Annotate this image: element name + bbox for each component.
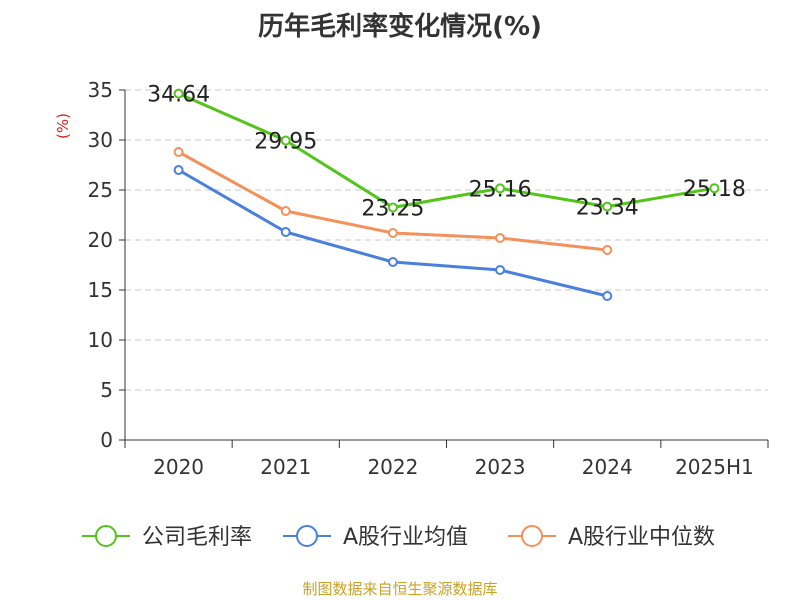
x-tick-label: 2021 [260, 455, 311, 479]
y-tick-label: 25 [88, 178, 113, 202]
legend-label: 公司毛利率 [142, 525, 252, 550]
chart-title: 历年毛利率变化情况(%) [258, 12, 542, 42]
data-point [387, 257, 398, 267]
data-label: 23.34 [576, 196, 639, 221]
legend-marker [95, 525, 117, 547]
data-point [387, 202, 398, 213]
data-point [602, 245, 613, 255]
data-point [495, 183, 506, 194]
data-point [495, 233, 506, 243]
data-point [387, 228, 398, 238]
data-label: 25.16 [469, 177, 532, 202]
y-axis-label: (%) [54, 113, 72, 139]
y-tick-label: 5 [100, 378, 113, 402]
x-tick-label: 2023 [475, 455, 526, 479]
x-tick-label: 2022 [367, 455, 418, 479]
legend: 公司毛利率 A股行业均值 A股行业中位数 [82, 525, 715, 550]
legend-label: A股行业中位数 [568, 525, 715, 550]
source-note: 制图数据来自恒生聚源数据库 [302, 580, 498, 598]
legend-marker [521, 525, 543, 547]
data-label: 23.25 [361, 197, 424, 222]
data-point [602, 201, 613, 212]
y-tick-label: 0 [100, 428, 113, 452]
y-tick-label: 30 [88, 128, 113, 152]
y-tick-label: 20 [88, 228, 113, 252]
legend-marker [296, 525, 318, 547]
grid-lines [125, 89, 768, 391]
data-label: 25.18 [683, 177, 746, 202]
y-tick-label: 10 [88, 328, 113, 352]
data-label: 34.64 [147, 83, 210, 108]
data-point [709, 183, 720, 194]
series-line [177, 92, 715, 209]
data-point [602, 291, 613, 301]
data-point [495, 265, 506, 275]
data-point [173, 147, 184, 157]
y-tick-label: 35 [88, 78, 113, 102]
x-tick-label: 2025H1 [675, 455, 754, 479]
data-point [173, 165, 184, 175]
x-tick-label: 2024 [582, 455, 633, 479]
data-point [173, 88, 184, 99]
data-point [280, 206, 291, 216]
data-point [280, 135, 291, 146]
data-label: 29.95 [254, 130, 317, 155]
axes: 0 5 10 15 20 25 30 35 2020 2021 2022 2023 2024 2025H1 [88, 78, 769, 479]
legend-label: A股行业均值 [343, 525, 468, 550]
data-labels-layer: 34.64 29.95 23.25 25.16 23.34 25.18 [147, 83, 746, 222]
data-point [280, 227, 291, 237]
x-tick-label: 2020 [153, 455, 204, 479]
series-layer [173, 88, 720, 301]
y-tick-label: 15 [88, 278, 113, 302]
